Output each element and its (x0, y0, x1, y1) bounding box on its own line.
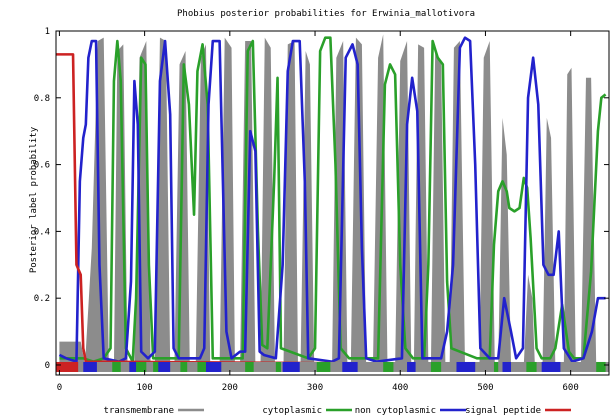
x-tick-label: 600 (563, 383, 579, 393)
x-tick-label: 200 (222, 383, 238, 393)
axes: 0 0.2 0.4 0.6 0.8 1 0 100 200 300 400 500 600 (34, 27, 610, 393)
sequence-bar-cytoplasmic (112, 361, 121, 372)
sequence-bar-non-cytoplasmic (205, 361, 222, 372)
non-cytoplasmic-line (58, 36, 606, 363)
plot-area (56, 34, 607, 367)
plot-frame (55, 30, 610, 376)
sequence-bar-non-cytoplasmic (502, 361, 512, 372)
legend-label-signal-peptide: signal peptide (465, 406, 541, 416)
sequence-bar-cytoplasmic (275, 361, 281, 372)
y-tick-label: 1 (45, 27, 50, 37)
x-tick-label: 400 (392, 383, 408, 393)
sequence-bar-cytoplasmic (197, 361, 206, 372)
sequence-bar-cytoplasmic (493, 361, 499, 372)
sequence-bar-non-cytoplasmic (83, 361, 97, 372)
y-tick-label: 0.2 (34, 294, 50, 304)
legend: transmembrane cytoplasmic non cytoplasmic s… (104, 406, 571, 416)
y-tick-label: 0.8 (34, 94, 50, 104)
sequence-bar-cytoplasmic (526, 361, 537, 372)
sequence-bar-base (56, 361, 609, 372)
sequence-bar-cytoplasmic (316, 361, 331, 372)
sequence-bar-cytoplasmic (136, 361, 147, 372)
sequence-bar-cytoplasmic (153, 361, 160, 372)
y-tick-label: 0.4 (34, 227, 50, 237)
y-axis-label: Posterior label probability (29, 126, 39, 273)
sequence-bar-non-cytoplasmic (456, 361, 476, 372)
signal-peptide-line (56, 53, 606, 367)
chart-title: Phobius posterior probabilities for Erwi… (177, 9, 475, 19)
sequence-bar-cytoplasmic (383, 361, 394, 372)
sequence-bar-non-cytoplasmic (541, 361, 561, 372)
x-tick-label: 0 (57, 383, 62, 393)
x-tick-label: 300 (307, 383, 323, 393)
sequence-bar-cytoplasmic (245, 361, 254, 372)
sequence-bar (56, 361, 609, 372)
legend-label-cytoplasmic: cytoplasmic (262, 406, 322, 416)
sequence-bar-non-cytoplasmic (407, 361, 416, 372)
sequence-bar-non-cytoplasmic (342, 361, 358, 372)
sequence-bar-non-cytoplasmic (282, 361, 300, 372)
sequence-bar-non-cytoplasmic (129, 361, 137, 372)
x-tick-label: 500 (477, 383, 493, 393)
sequence-bar-cytoplasmic (430, 361, 442, 372)
sequence-bar-signal-peptide (56, 361, 79, 372)
plot-inner (56, 34, 607, 367)
y-tick-label: 0.6 (34, 161, 50, 171)
legend-label-non-cytoplasmic: non cytoplasmic (355, 406, 436, 416)
sequence-bar-non-cytoplasmic (158, 361, 171, 372)
legend-label-transmembrane: transmembrane (104, 406, 174, 416)
x-tick-label: 100 (136, 383, 152, 393)
sequence-bar-cytoplasmic (180, 361, 188, 372)
sequence-bar-cytoplasmic (596, 361, 606, 372)
y-tick-label: 0 (45, 361, 50, 371)
transmembrane-area (59, 34, 606, 365)
